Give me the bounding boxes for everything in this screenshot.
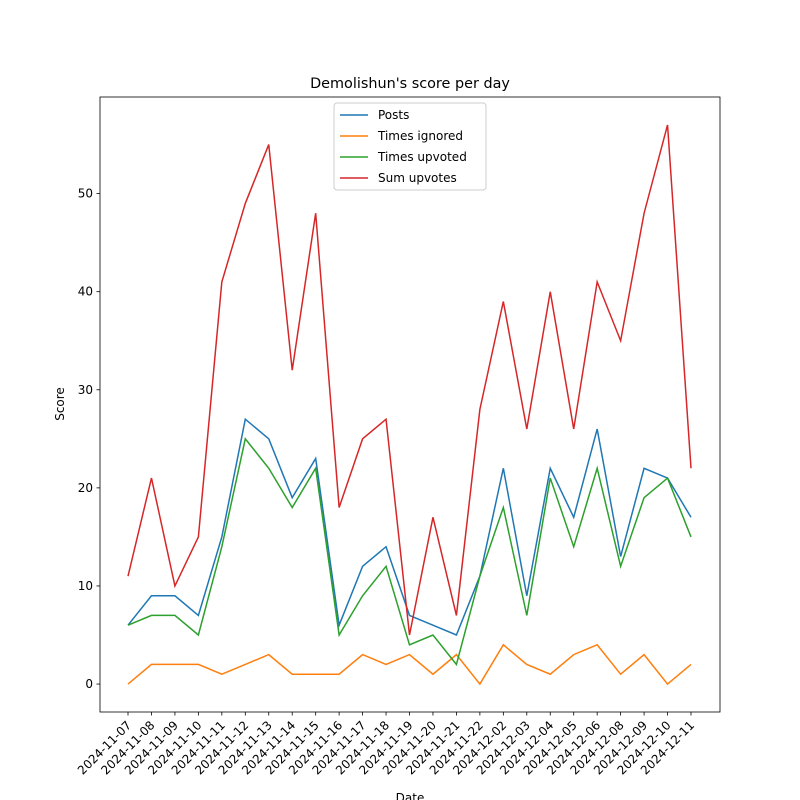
x-axis-label: Date: [396, 791, 425, 800]
y-axis-label: Score: [53, 387, 67, 421]
y-tick-label: 0: [85, 677, 93, 691]
legend: Posts Times ignored Times upvoted Sum upvot…: [333, 102, 487, 191]
plot-frame: [99, 96, 721, 713]
line-series: [127, 124, 692, 636]
y-tick-label: 10: [78, 579, 93, 593]
line-series: [127, 437, 692, 667]
y-tick-label: 20: [78, 481, 93, 495]
line-series: [127, 643, 692, 686]
legend-label: Times upvoted: [377, 150, 467, 164]
y-tick-label: 50: [78, 187, 93, 201]
chart-title: Demolishun's score per day: [310, 76, 510, 92]
y-tick-label: 40: [78, 285, 93, 299]
legend-label: Times ignored: [377, 129, 463, 143]
legend-frame: [333, 102, 487, 191]
legend-label: Sum upvotes: [378, 171, 457, 185]
line-series: [127, 417, 692, 636]
legend-label: Posts: [378, 108, 409, 122]
y-tick-label: 30: [78, 383, 93, 397]
